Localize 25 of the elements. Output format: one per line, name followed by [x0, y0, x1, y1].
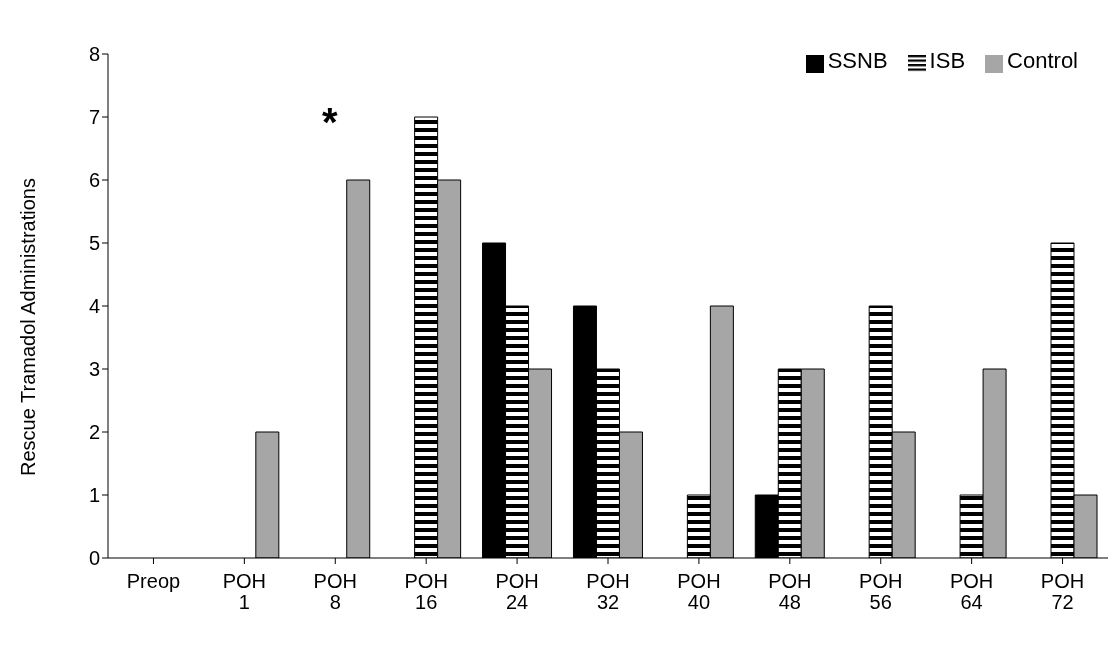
y-tick-label: 3	[88, 358, 100, 381]
x-tick-label: POH 48	[768, 570, 812, 613]
x-tick-label: POH 8	[313, 570, 357, 613]
x-tick-label: POH 24	[495, 570, 539, 613]
x-tick-label: POH 32	[586, 570, 630, 613]
legend-label: ISB	[929, 48, 966, 73]
annotation: *	[322, 100, 338, 145]
y-tick-label: 5	[88, 232, 100, 255]
y-tick-label: 0	[88, 547, 100, 570]
y-tick-label: 7	[88, 106, 100, 129]
x-tick-label: Preop	[126, 570, 181, 592]
y-axis-title: Rescue Tramadol Administrations	[17, 178, 40, 476]
y-tick-label: 1	[88, 484, 100, 507]
y-tick-label: 4	[88, 295, 100, 318]
y-tick-label: 8	[88, 43, 100, 66]
legend-label: SSNB	[827, 48, 888, 73]
x-tick-label: POH 40	[677, 570, 721, 613]
x-tick-label: POH 56	[859, 570, 903, 613]
x-tick-label: POH 16	[404, 570, 448, 613]
x-tick-label: POH 72	[1040, 570, 1085, 613]
x-tick-label: POH 1	[222, 570, 267, 613]
x-tick-label: POH 64	[949, 570, 994, 613]
legend-label: Control	[1007, 48, 1078, 73]
y-tick-label: 6	[88, 169, 100, 192]
y-tick-label: 2	[88, 421, 100, 444]
